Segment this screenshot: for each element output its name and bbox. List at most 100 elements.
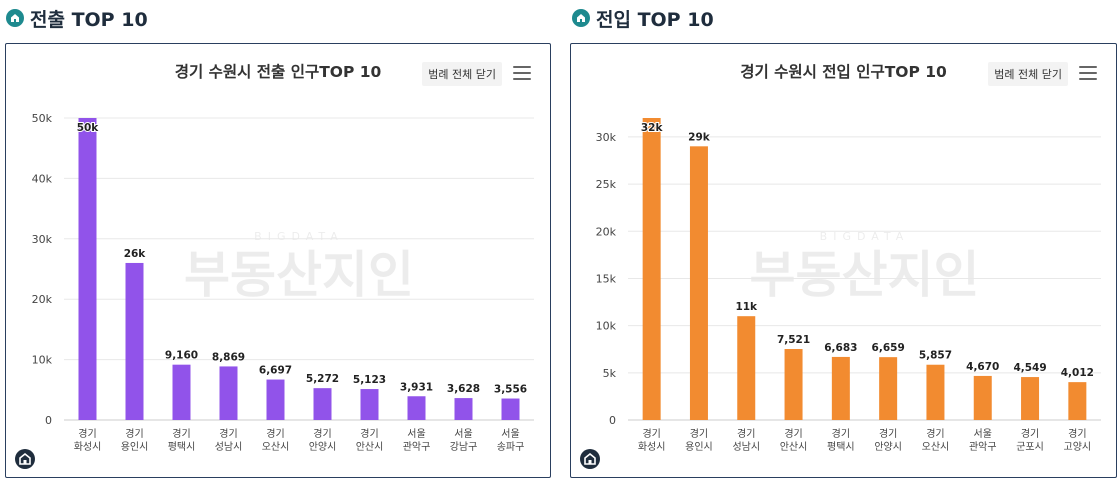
data-label: 50k — [77, 122, 100, 134]
legend-toggle-button[interactable]: 범례 전체 닫기 — [988, 62, 1068, 86]
y-tick-label: 15k — [596, 272, 617, 285]
x-tick-label: 관악구 — [969, 441, 997, 453]
y-tick-label: 40k — [32, 172, 53, 185]
bar[interactable] — [831, 356, 850, 420]
x-tick-label: 경기 — [313, 427, 331, 440]
x-tick-label: 안산시 — [356, 441, 384, 453]
data-label: 6,659 — [872, 342, 905, 354]
x-tick-label: 송파구 — [497, 441, 525, 453]
bar[interactable] — [879, 357, 898, 420]
bar[interactable] — [973, 375, 992, 420]
data-label: 29k — [688, 131, 711, 143]
x-tick-label: 고양시 — [1064, 441, 1092, 453]
inflow-header: 전입 TOP 10 — [566, 0, 1118, 36]
y-tick-label: 0 — [45, 414, 52, 427]
x-tick-label: 성남시 — [215, 441, 243, 453]
x-tick-label: 서울 — [974, 428, 992, 440]
bar[interactable] — [172, 364, 191, 420]
y-tick-label: 20k — [32, 293, 53, 306]
watermark-large-text: 부동산지인 — [750, 246, 980, 304]
data-label: 26k — [124, 248, 147, 260]
bar[interactable] — [1021, 377, 1040, 420]
outflow-header: 전출 TOP 10 — [0, 0, 553, 36]
x-tick-label: 경기 — [266, 427, 284, 440]
x-tick-label: 성남시 — [732, 441, 760, 453]
data-label: 3,556 — [494, 384, 527, 396]
y-tick-label: 5k — [603, 367, 617, 380]
outflow-section-title: 전출 TOP 10 — [30, 8, 148, 31]
inflow-section-title: 전입 TOP 10 — [596, 8, 714, 31]
data-label: 4,012 — [1061, 367, 1094, 379]
x-tick-label: 서울 — [407, 428, 425, 440]
x-tick-label: 경기 — [219, 427, 237, 440]
x-tick-label: 오산시 — [922, 441, 950, 453]
bar[interactable] — [454, 398, 473, 420]
bar[interactable] — [926, 364, 945, 420]
x-tick-label: 평택시 — [168, 441, 196, 453]
x-tick-label: 경기 — [690, 427, 708, 440]
bar[interactable] — [125, 262, 144, 420]
inflow-chart-card: BIGDATA 부동산지인 0 5k 10k 15k 20k 25k 30k 32k 경기 화성시 29… — [570, 43, 1117, 478]
bar[interactable] — [642, 118, 661, 420]
x-tick-label: 오산시 — [262, 441, 290, 453]
data-label: 6,697 — [259, 365, 292, 377]
watermark-small-text: BIGDATA — [820, 230, 910, 243]
x-tick-label: 용인시 — [121, 441, 149, 453]
x-tick-label: 경기 — [642, 427, 660, 440]
bar[interactable] — [78, 118, 97, 420]
home-icon — [572, 9, 590, 27]
x-tick-label: 관악구 — [403, 441, 431, 453]
y-tick-label: 20k — [596, 225, 617, 238]
x-tick-label: 경기 — [360, 427, 378, 440]
legend-toggle-button[interactable]: 범례 전체 닫기 — [422, 62, 502, 86]
bar[interactable] — [784, 349, 803, 420]
data-label: 7,521 — [777, 334, 810, 346]
x-tick-label: 강남구 — [450, 441, 478, 453]
hamburger-menu-icon[interactable] — [1079, 66, 1097, 80]
data-label: 5,857 — [919, 350, 952, 362]
x-tick-label: 경기 — [737, 427, 755, 440]
outflow-section: 전출 TOP 10 BIGDATA 부동산지인 0 10k 20k 30k 40k 50k 50… — [0, 0, 553, 478]
x-tick-label: 안양시 — [309, 441, 337, 453]
bar[interactable] — [501, 398, 520, 420]
x-tick-label: 경기 — [172, 427, 190, 440]
watermark-small-text: BIGDATA — [254, 230, 344, 243]
x-tick-label: 화성시 — [638, 441, 666, 453]
bar[interactable] — [1068, 382, 1087, 420]
y-tick-label: 10k — [32, 354, 53, 367]
x-tick-label: 경기 — [125, 427, 143, 440]
home-logo-icon[interactable] — [580, 449, 600, 469]
data-label: 3,931 — [400, 381, 433, 393]
hamburger-menu-icon[interactable] — [513, 66, 531, 80]
bar[interactable] — [360, 389, 379, 420]
data-label: 32k — [641, 122, 664, 134]
bar[interactable] — [737, 316, 756, 420]
x-tick-label: 경기 — [926, 427, 944, 440]
home-logo-icon[interactable] — [15, 449, 35, 469]
bar[interactable] — [689, 146, 708, 420]
bar[interactable] — [313, 388, 332, 420]
chart-title: 경기 수원시 전출 인구TOP 10 — [174, 63, 382, 81]
bar[interactable] — [219, 366, 238, 420]
data-label: 8,869 — [212, 351, 245, 363]
x-tick-label: 안산시 — [780, 441, 808, 453]
y-tick-label: 30k — [32, 233, 53, 246]
watermark: BIGDATA 부동산지인 — [750, 230, 980, 304]
y-tick-label: 10k — [596, 320, 617, 333]
x-tick-label: 경기 — [832, 427, 850, 440]
watermark: BIGDATA 부동산지인 — [184, 230, 414, 304]
data-label: 11k — [735, 301, 758, 313]
data-label: 5,272 — [306, 373, 339, 385]
y-tick-label: 0 — [609, 414, 616, 427]
x-tick-label: 경기 — [879, 427, 897, 440]
bar[interactable] — [266, 379, 285, 420]
data-label: 3,628 — [447, 383, 480, 395]
data-label: 6,683 — [824, 342, 857, 354]
y-tick-label: 25k — [596, 178, 617, 191]
x-tick-label: 경기 — [78, 427, 96, 440]
x-tick-label: 경기 — [1021, 427, 1039, 440]
y-tick-label: 30k — [596, 131, 617, 144]
bar[interactable] — [407, 396, 426, 420]
y-tick-label: 50k — [32, 112, 53, 125]
